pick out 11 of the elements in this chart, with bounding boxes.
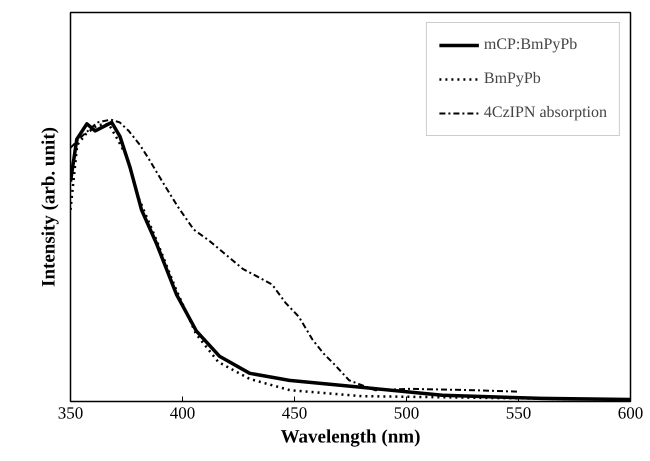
x-tick-label: 400 [170, 404, 196, 422]
x-tick-label: 500 [394, 404, 420, 422]
legend-label: mCP:BmPyPb [484, 36, 578, 54]
x-tick-label: 350 [58, 404, 84, 422]
legend-label: BmPyPb [484, 70, 541, 88]
legend-label: 4CzIPN absorption [484, 104, 607, 122]
x-axis-title: Wavelength (nm) [280, 426, 420, 448]
x-tick-label: 550 [506, 404, 532, 422]
x-tick-label: 600 [618, 404, 644, 422]
x-tick-label: 450 [282, 404, 308, 422]
y-axis-title: Intensity (arb. unit) [38, 127, 60, 287]
